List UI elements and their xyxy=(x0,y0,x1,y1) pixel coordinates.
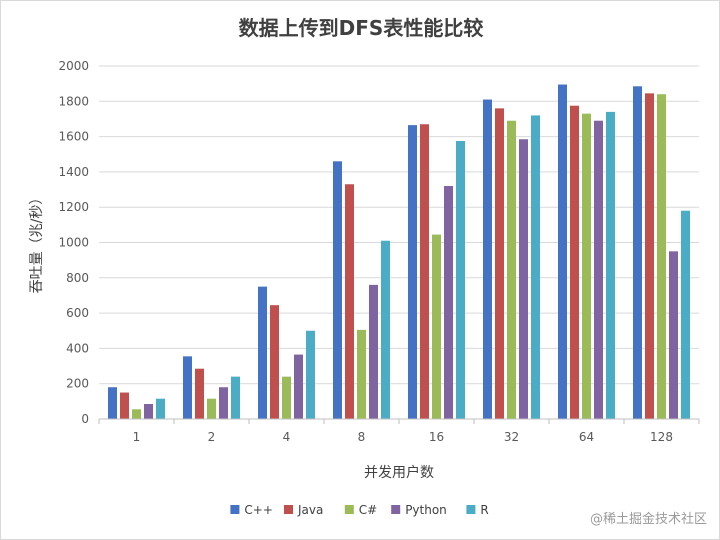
x-tick-label: 16 xyxy=(429,430,444,444)
bar-r-4 xyxy=(306,330,315,419)
bar-java-16 xyxy=(420,124,429,420)
y-tick-label: 1200 xyxy=(58,200,89,214)
bar-c-128 xyxy=(657,94,666,420)
y-tick-label: 1000 xyxy=(58,236,89,250)
legend-swatch xyxy=(230,505,240,514)
y-tick-label: 200 xyxy=(66,377,89,391)
bar-java-32 xyxy=(495,108,504,420)
bar-c-8 xyxy=(357,329,366,419)
chart-title: 数据上传到DFS表性能比较 xyxy=(239,16,484,40)
bar-r-8 xyxy=(381,240,390,419)
bar-c-1 xyxy=(108,387,117,419)
bar-python-2 xyxy=(219,387,228,419)
legend-label: C# xyxy=(359,503,377,517)
bar-python-16 xyxy=(444,186,453,419)
x-tick-label: 128 xyxy=(650,430,673,444)
bar-java-64 xyxy=(570,105,579,420)
bar-c-128 xyxy=(633,86,642,420)
legend-swatch xyxy=(391,505,401,514)
watermark: @稀土掘金技术社区 xyxy=(590,511,707,527)
x-tick-label: 32 xyxy=(504,430,519,444)
legend: C++ Java C# Python R xyxy=(230,503,489,517)
bar-r-16 xyxy=(456,141,465,419)
legend-label: Python xyxy=(405,503,447,517)
bar-c-4 xyxy=(282,376,291,419)
y-tick-label: 400 xyxy=(66,341,89,355)
x-tick-label: 64 xyxy=(579,430,594,444)
bar-c-64 xyxy=(582,113,591,419)
bar-python-128 xyxy=(669,251,678,419)
bar-c-16 xyxy=(432,234,441,419)
bar-r-128 xyxy=(681,210,690,419)
y-tick-label: 800 xyxy=(66,271,89,285)
bar-c-8 xyxy=(333,161,342,419)
bar-r-32 xyxy=(531,115,540,420)
bar-java-8 xyxy=(345,184,354,419)
gridlines xyxy=(99,65,699,385)
bar-java-1 xyxy=(120,392,129,419)
bars xyxy=(108,84,690,420)
bar-r-2 xyxy=(231,376,240,419)
axes: 0 200 400 600 800 1000 1200 1400 1600 1800 2000 1 2 4… xyxy=(58,59,700,444)
bar-java-128 xyxy=(645,93,654,420)
y-tick-label: 2000 xyxy=(58,59,89,73)
bar-c-2 xyxy=(183,356,192,419)
bar-python-8 xyxy=(369,284,378,419)
legend-item: R xyxy=(466,503,489,517)
bar-python-1 xyxy=(144,403,153,419)
y-tick-label: 1800 xyxy=(58,94,89,108)
y-tick-label: 1600 xyxy=(58,130,89,144)
y-tick-label: 0 xyxy=(81,412,89,426)
legend-label: C++ xyxy=(244,503,273,517)
legend-item: Java xyxy=(284,503,323,517)
x-tick-label: 4 xyxy=(283,430,291,444)
bar-c-32 xyxy=(507,120,516,419)
legend-swatch xyxy=(344,505,354,514)
x-axis-label: 并发用户数 xyxy=(364,464,434,481)
bar-java-2 xyxy=(195,368,204,419)
bar-c-4 xyxy=(258,286,267,419)
bar-c-16 xyxy=(408,125,417,419)
bar-r-64 xyxy=(606,111,615,419)
bar-python-4 xyxy=(294,354,303,419)
bar-c-1 xyxy=(132,409,141,419)
legend-label: Java xyxy=(297,503,323,517)
bar-java-4 xyxy=(270,305,279,419)
legend-swatch xyxy=(466,505,476,514)
bar-python-32 xyxy=(519,139,528,419)
bar-c-64 xyxy=(558,84,567,419)
legend-item: Python xyxy=(391,503,447,517)
bar-python-64 xyxy=(594,120,603,419)
legend-item: C++ xyxy=(230,503,273,517)
legend-swatch xyxy=(284,505,293,514)
legend-item: C# xyxy=(344,503,377,517)
bar-r-1 xyxy=(156,398,165,419)
x-tick-label: 1 xyxy=(133,430,141,444)
legend-label: R xyxy=(480,503,488,517)
x-tick-label: 2 xyxy=(208,430,216,444)
bar-c-32 xyxy=(483,99,492,419)
y-tick-label: 1400 xyxy=(58,165,89,179)
y-tick-label: 600 xyxy=(66,306,89,320)
y-axis-label: 吞吐量（兆/秒） xyxy=(29,191,45,294)
x-tick-label: 8 xyxy=(358,430,366,444)
bar-c-2 xyxy=(207,398,216,419)
